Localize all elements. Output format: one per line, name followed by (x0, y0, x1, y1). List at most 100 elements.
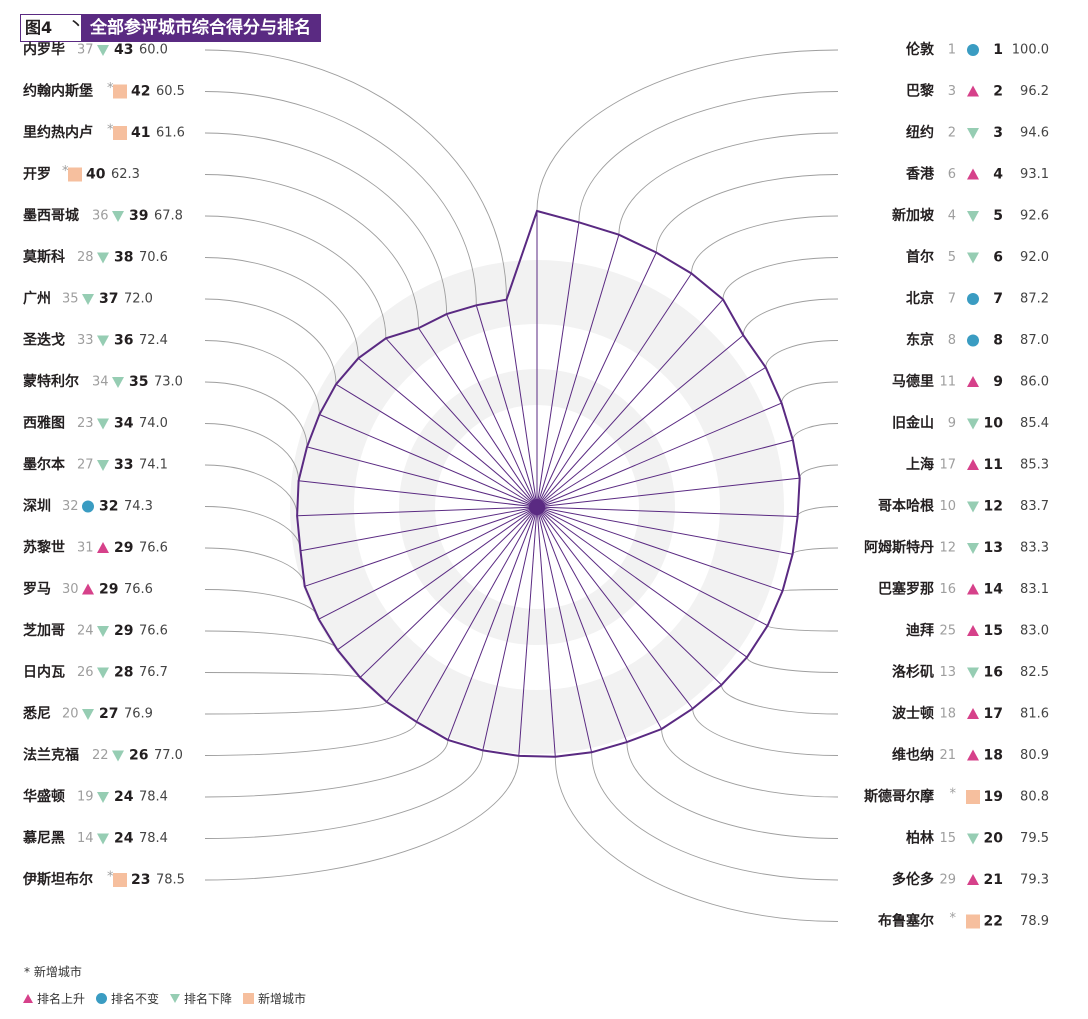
triangle-up-icon (967, 583, 979, 595)
triangle-up-icon (967, 708, 979, 719)
triangle-down-icon (967, 128, 979, 139)
current-rank: 22 (984, 914, 1003, 930)
previous-rank: 4 (948, 209, 956, 224)
triangle-down-icon (97, 833, 109, 845)
current-rank: 19 (984, 789, 1003, 805)
center-hub (529, 499, 545, 515)
previous-rank: 36 (92, 209, 109, 224)
current-rank: 29 (114, 540, 133, 556)
city-row: 西雅图 23 34 74.0 (23, 415, 168, 432)
previous-rank: 34 (92, 375, 109, 390)
leader-line (204, 755, 520, 881)
previous-rank: * (107, 123, 114, 138)
spokes (297, 211, 800, 757)
spoke (536, 506, 768, 627)
city-score: 76.6 (139, 624, 168, 639)
city-row: 圣迭戈 33 36 72.4 (22, 332, 168, 349)
current-rank: 39 (129, 208, 148, 224)
triangle-down-icon (112, 377, 124, 388)
city-row: 上海 17 11 85.3 (906, 456, 1049, 473)
current-rank: 28 (114, 665, 133, 681)
triangle-down-icon (967, 418, 979, 430)
city-name: 罗马 (23, 582, 51, 598)
legend-item-same: 排名不变 (95, 990, 159, 1007)
city-name: 圣迭戈 (22, 332, 65, 349)
leader-line (204, 298, 337, 385)
circle-icon (967, 293, 979, 305)
previous-rank: 11 (939, 375, 956, 390)
current-rank: 33 (114, 457, 133, 473)
square-icon (243, 993, 255, 1004)
spoke (536, 506, 793, 555)
leader-line (765, 340, 839, 368)
spoke (357, 357, 538, 508)
previous-rank: 10 (939, 499, 956, 514)
leader-line (204, 672, 361, 678)
leader-line (204, 423, 300, 481)
current-rank: 26 (129, 748, 148, 764)
city-score: 82.5 (1020, 665, 1049, 680)
city-row: 法兰克福 22 26 77.0 (23, 747, 183, 764)
previous-rank: 30 (62, 582, 79, 597)
triangle-up-icon (967, 459, 979, 470)
spoke (385, 337, 538, 508)
current-rank: 41 (131, 125, 150, 141)
leader-line (792, 547, 839, 555)
leader-line (204, 49, 507, 300)
city-row: 首尔 5 6 92.0 (906, 249, 1049, 266)
city-score: 78.9 (1020, 914, 1049, 929)
leader-line (204, 381, 308, 447)
city-score: 74.0 (139, 416, 168, 431)
current-rank: 35 (129, 374, 148, 390)
leader-line (578, 91, 839, 223)
city-score: 94.6 (1020, 126, 1049, 141)
city-score: 72.0 (124, 292, 153, 307)
triangle-up-icon (23, 994, 33, 1003)
triangle-up-icon (967, 749, 979, 761)
current-rank: 16 (984, 665, 1003, 681)
spoke (506, 299, 538, 508)
current-rank: 5 (993, 208, 1003, 224)
previous-rank: 28 (77, 250, 94, 265)
leader-line (661, 728, 839, 798)
city-name: 悉尼 (22, 705, 51, 722)
spoke (536, 506, 783, 592)
leader-line (204, 464, 298, 516)
spoke (536, 506, 798, 517)
city-name: 墨尔本 (23, 456, 66, 473)
city-row: 东京 8 8 87.0 (906, 332, 1049, 349)
previous-rank: * (950, 911, 957, 926)
current-rank: 13 (984, 540, 1003, 556)
triangle-down-icon (967, 543, 979, 554)
current-rank: 14 (984, 582, 1004, 598)
city-row: 内罗毕 37 43 60.0 (23, 41, 168, 58)
current-rank: 1 (993, 42, 1003, 58)
previous-rank: 17 (939, 458, 956, 473)
previous-rank: * (950, 787, 957, 802)
legend: 排名上升 排名不变 排名下降 新增城市 (22, 990, 312, 1007)
triangle-down-icon (97, 792, 109, 803)
spoke (536, 273, 692, 508)
spoke (536, 299, 724, 508)
city-name: 广州 (23, 290, 51, 307)
square-icon (68, 167, 82, 182)
legend-label-down: 排名下降 (184, 992, 233, 1006)
spoke (337, 506, 538, 651)
current-rank: 23 (131, 872, 150, 888)
chart-title: 全部参评城市综合得分与排名 (82, 14, 321, 42)
city-name: 伊斯坦布尔 (22, 871, 93, 888)
city-row: 墨西哥城 36 39 67.8 (23, 207, 183, 224)
current-rank: 15 (984, 623, 1003, 639)
legend-item-down: 排名下降 (169, 990, 232, 1007)
city-row: 柏林 15 20 79.5 (906, 830, 1049, 847)
previous-rank: * (62, 164, 69, 179)
city-score: 96.2 (1020, 84, 1049, 99)
current-rank: 42 (131, 84, 150, 100)
leader-line (746, 657, 839, 673)
leader-line (691, 215, 839, 274)
leader-line (204, 506, 301, 551)
city-name: 迪拜 (906, 622, 934, 639)
city-name: 斯德哥尔摩 (864, 788, 935, 805)
city-row: 芝加哥 24 29 76.6 (23, 622, 168, 639)
leader-line (204, 750, 484, 839)
